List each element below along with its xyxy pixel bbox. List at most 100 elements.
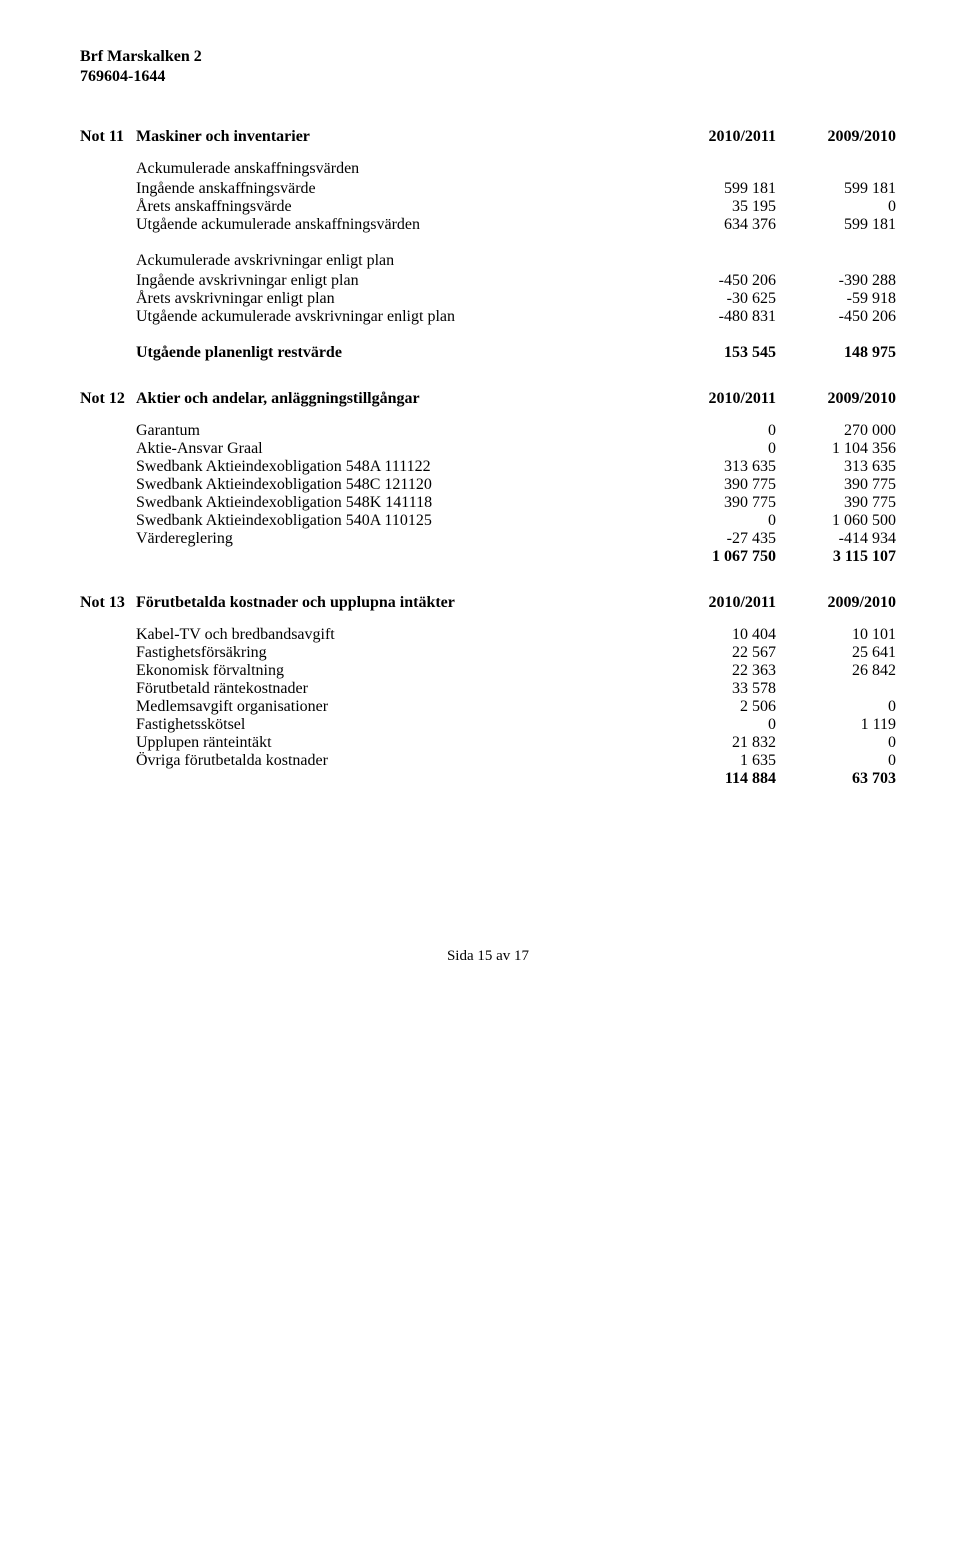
row-value: 1 060 500 (776, 512, 896, 530)
row-value: -27 435 (656, 530, 776, 548)
note12-title: Aktier och andelar, anläggningstillgånga… (136, 390, 656, 408)
note11-sub2-header: Ackumulerade avskrivningar enligt plan (136, 252, 896, 270)
table-row: Årets avskrivningar enligt plan -30 625 … (136, 290, 896, 308)
row-value: 390 775 (656, 476, 776, 494)
row-label: Swedbank Aktieindexobligation 548K 14111… (136, 494, 656, 512)
note13-period-current: 2010/2011 (656, 594, 776, 612)
table-row: Övriga förutbetalda kostnader 1 635 0 (136, 752, 896, 770)
row-value: -59 918 (776, 290, 896, 308)
note13-title: Förutbetalda kostnader och upplupna intä… (136, 594, 656, 612)
table-row: Kabel-TV och bredbandsavgift 10 404 10 1… (136, 626, 896, 644)
row-value: 634 376 (656, 216, 776, 234)
table-row: Swedbank Aktieindexobligation 548A 11112… (136, 458, 896, 476)
note11-total: Utgående planenligt restvärde 153 545 14… (136, 344, 896, 362)
table-row: Aktie-Ansvar Graal 0 1 104 356 (136, 440, 896, 458)
note12-period-current: 2010/2011 (656, 390, 776, 408)
row-label: Utgående ackumulerade anskaffningsvärden (136, 216, 656, 234)
row-value: 313 635 (776, 458, 896, 476)
table-row: Garantum 0 270 000 (136, 422, 896, 440)
row-value: 1 067 750 (656, 548, 776, 566)
note-12: Not 12 Aktier och andelar, anläggningsti… (80, 390, 896, 566)
row-label: Årets anskaffningsvärde (136, 198, 656, 216)
row-label: Utgående ackumulerade avskrivningar enli… (136, 308, 656, 326)
table-row: Värdereglering -27 435 -414 934 (136, 530, 896, 548)
row-value: 270 000 (776, 422, 896, 440)
row-value: 0 (656, 716, 776, 734)
row-label: Swedbank Aktieindexobligation 548A 11112… (136, 458, 656, 476)
row-label: Medlemsavgift organisationer (136, 698, 656, 716)
row-value: 63 703 (776, 770, 896, 788)
row-value: 0 (776, 752, 896, 770)
row-value: -450 206 (776, 308, 896, 326)
row-label: Ingående anskaffningsvärde (136, 180, 656, 198)
row-value: 10 101 (776, 626, 896, 644)
row-value: 0 (656, 440, 776, 458)
row-label: Ingående avskrivningar enligt plan (136, 272, 656, 290)
row-value: 599 181 (656, 180, 776, 198)
table-row: Förutbetald räntekostnader 33 578 (136, 680, 896, 698)
row-label: Aktie-Ansvar Graal (136, 440, 656, 458)
table-row: Ingående avskrivningar enligt plan -450 … (136, 272, 896, 290)
table-row: Upplupen ränteintäkt 21 832 0 (136, 734, 896, 752)
row-value: -414 934 (776, 530, 896, 548)
note-13: Not 13 Förutbetalda kostnader och upplup… (80, 594, 896, 788)
row-label: Fastighetsskötsel (136, 716, 656, 734)
note12-label: Not 12 (80, 390, 136, 408)
row-value: 2 506 (656, 698, 776, 716)
row-label: Garantum (136, 422, 656, 440)
row-label: Årets avskrivningar enligt plan (136, 290, 656, 308)
header-company: Brf Marskalken 2 (80, 48, 896, 66)
note13-label: Not 13 (80, 594, 136, 612)
row-value: 0 (776, 698, 896, 716)
row-value: -390 288 (776, 272, 896, 290)
row-value: 25 641 (776, 644, 896, 662)
row-value: 33 578 (656, 680, 776, 698)
row-value: 390 775 (776, 476, 896, 494)
row-value: 390 775 (656, 494, 776, 512)
table-row: Medlemsavgift organisationer 2 506 0 (136, 698, 896, 716)
row-value: 3 115 107 (776, 548, 896, 566)
row-value: -450 206 (656, 272, 776, 290)
row-value: 0 (776, 734, 896, 752)
row-value: -30 625 (656, 290, 776, 308)
note11-period-current: 2010/2011 (656, 128, 776, 146)
note11-sub1-header: Ackumulerade anskaffningsvärden (136, 160, 896, 178)
table-row: Årets anskaffningsvärde 35 195 0 (136, 198, 896, 216)
row-value: 114 884 (656, 770, 776, 788)
row-value: 22 567 (656, 644, 776, 662)
page-footer: Sida 15 av 17 (80, 948, 896, 965)
table-row: Ingående anskaffningsvärde 599 181 599 1… (136, 180, 896, 198)
row-label: Swedbank Aktieindexobligation 548C 12112… (136, 476, 656, 494)
row-value: 26 842 (776, 662, 896, 680)
table-row: Ekonomisk förvaltning 22 363 26 842 (136, 662, 896, 680)
row-label: Värdereglering (136, 530, 656, 548)
table-row: Utgående ackumulerade anskaffningsvärden… (136, 216, 896, 234)
note13-total: 114 884 63 703 (136, 770, 896, 788)
row-value: 1 119 (776, 716, 896, 734)
row-label: Övriga förutbetalda kostnader (136, 752, 656, 770)
row-value: 599 181 (776, 180, 896, 198)
table-row: Fastighetsskötsel 0 1 119 (136, 716, 896, 734)
row-value: 22 363 (656, 662, 776, 680)
row-value: 21 832 (656, 734, 776, 752)
table-row: Swedbank Aktieindexobligation 540A 11012… (136, 512, 896, 530)
table-row: Fastighetsförsäkring 22 567 25 641 (136, 644, 896, 662)
table-row: Swedbank Aktieindexobligation 548K 14111… (136, 494, 896, 512)
row-value: 10 404 (656, 626, 776, 644)
row-label: Kabel-TV och bredbandsavgift (136, 626, 656, 644)
note12-period-prior: 2009/2010 (776, 390, 896, 408)
row-label: Utgående planenligt restvärde (136, 344, 656, 362)
row-label: Ekonomisk förvaltning (136, 662, 656, 680)
row-label: Förutbetald räntekostnader (136, 680, 656, 698)
row-value: 1 104 356 (776, 440, 896, 458)
note11-title: Maskiner och inventarier (136, 128, 656, 146)
note13-period-prior: 2009/2010 (776, 594, 896, 612)
row-value: 0 (656, 512, 776, 530)
row-value: 35 195 (656, 198, 776, 216)
row-value: 1 635 (656, 752, 776, 770)
note-11: Not 11 Maskiner och inventarier 2010/201… (80, 128, 896, 362)
row-label: Upplupen ränteintäkt (136, 734, 656, 752)
note11-period-prior: 2009/2010 (776, 128, 896, 146)
row-value: 0 (656, 422, 776, 440)
row-value: 390 775 (776, 494, 896, 512)
